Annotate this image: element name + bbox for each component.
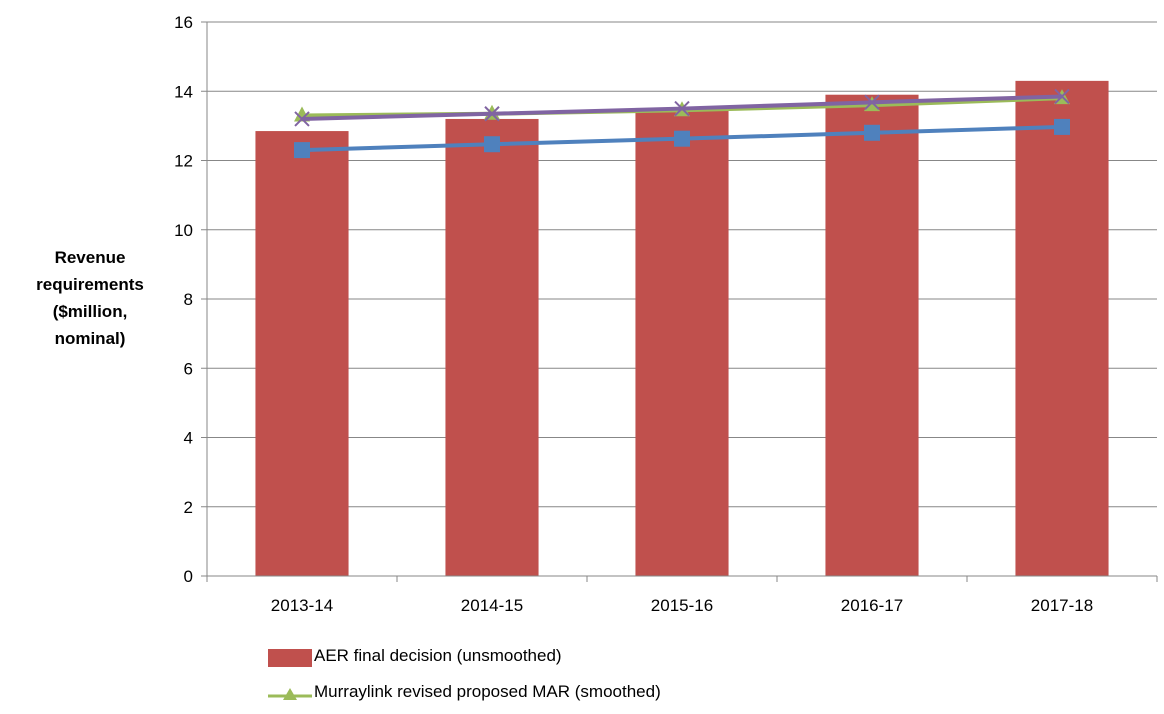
marker-x: [1054, 88, 1070, 105]
y-axis-label-line: nominal): [54, 329, 126, 348]
legend-label: Murraylink revised proposed MAR (smoothe…: [314, 682, 661, 701]
x-tick-label: 2013-14: [271, 596, 333, 615]
axes: [206, 22, 1157, 577]
marker-square: [864, 124, 880, 141]
y-tick-label: 4: [184, 429, 193, 448]
bar: [635, 108, 729, 576]
marker-square: [1054, 118, 1070, 135]
line-series: [294, 88, 1070, 159]
y-tick-label: 6: [184, 359, 193, 378]
y-axis-ticks: 0 2 4 6 8 10 12 14 16: [174, 13, 207, 586]
legend-swatch-line: [268, 688, 312, 700]
x-tick-label: 2017-18: [1031, 596, 1093, 615]
y-tick-label: 14: [174, 82, 193, 101]
marker-square: [294, 142, 310, 159]
y-axis-label-line: requirements: [36, 275, 144, 294]
marker-x: [294, 111, 310, 127]
y-tick-label: 2: [184, 498, 193, 517]
y-axis-label: Revenue requirements ($million, nominal): [20, 244, 160, 352]
legend: AER final decision (unsmoothed) Murrayli…: [268, 642, 1068, 714]
x-tick-label: 2015-16: [651, 596, 713, 615]
y-tick-label: 0: [184, 567, 193, 586]
marker-x: [674, 100, 690, 117]
y-axis-label-line: Revenue: [54, 248, 126, 267]
bar: [825, 94, 919, 577]
marker-x: [484, 106, 500, 122]
y-tick-label: 16: [174, 13, 193, 32]
bar: [445, 118, 539, 576]
bar: [255, 131, 349, 576]
bar: [1015, 80, 1109, 577]
legend-item-aer: AER final decision (unsmoothed): [268, 642, 1068, 678]
y-tick-label: 10: [174, 221, 193, 240]
bar-series: [255, 80, 1109, 577]
legend-item-murraylink: Murraylink revised proposed MAR (smoothe…: [268, 678, 1068, 714]
legend-swatch-bar: [268, 649, 312, 667]
x-axis-ticks: 2013-14 2014-15 2015-16 2016-17 2017-18: [206, 576, 1158, 615]
marker-square: [484, 136, 500, 153]
y-tick-label: 8: [184, 290, 193, 309]
marker-square: [674, 130, 690, 147]
x-tick-label: 2014-15: [461, 596, 523, 615]
y-tick-label: 12: [174, 152, 193, 171]
marker-x: [864, 94, 880, 111]
legend-label: AER final decision (unsmoothed): [314, 646, 562, 665]
x-tick-label: 2016-17: [841, 596, 903, 615]
y-axis-label-line: ($million,: [52, 302, 128, 321]
